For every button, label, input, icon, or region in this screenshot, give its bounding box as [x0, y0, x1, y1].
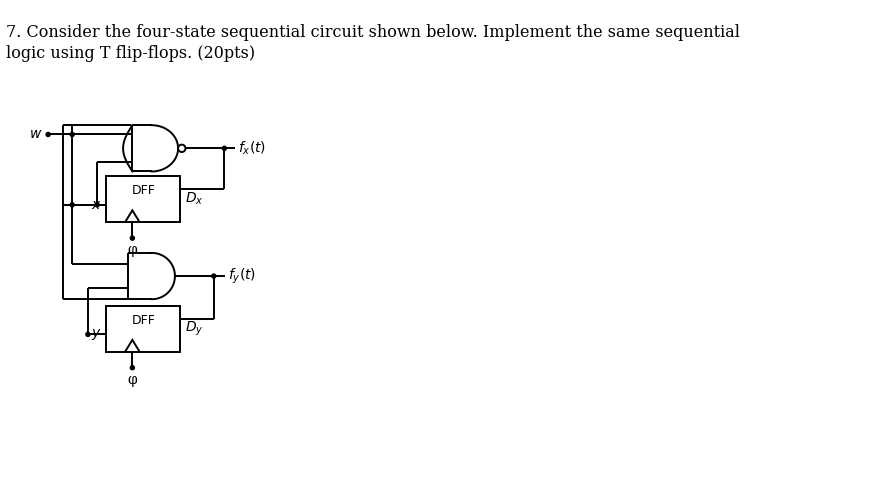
- Text: $D_x$: $D_x$: [185, 191, 203, 207]
- Circle shape: [86, 332, 90, 336]
- Text: $y$: $y$: [91, 327, 102, 342]
- Circle shape: [130, 365, 134, 370]
- Text: 7. Consider the four-state sequential circuit shown below. Implement the same se: 7. Consider the four-state sequential ci…: [6, 24, 740, 41]
- Circle shape: [46, 132, 50, 137]
- Bar: [107, 176, 181, 222]
- Circle shape: [95, 203, 100, 207]
- Text: $D_y$: $D_y$: [185, 319, 203, 338]
- Circle shape: [70, 132, 74, 137]
- Text: φ: φ: [127, 373, 137, 387]
- Text: $f_y(t)$: $f_y(t)$: [228, 266, 256, 285]
- Circle shape: [212, 274, 216, 278]
- Circle shape: [178, 145, 185, 152]
- Circle shape: [70, 203, 74, 207]
- Text: $f_x(t)$: $f_x(t)$: [238, 140, 266, 157]
- Text: $x$: $x$: [91, 198, 102, 212]
- Text: φ: φ: [127, 243, 137, 257]
- Text: DFF: DFF: [132, 314, 155, 327]
- Text: DFF: DFF: [132, 184, 155, 197]
- Text: logic using T flip-flops. (20pts): logic using T flip-flops. (20pts): [6, 45, 256, 62]
- Circle shape: [130, 236, 134, 240]
- Bar: [107, 306, 181, 352]
- Text: $w$: $w$: [29, 127, 43, 141]
- Circle shape: [223, 146, 226, 150]
